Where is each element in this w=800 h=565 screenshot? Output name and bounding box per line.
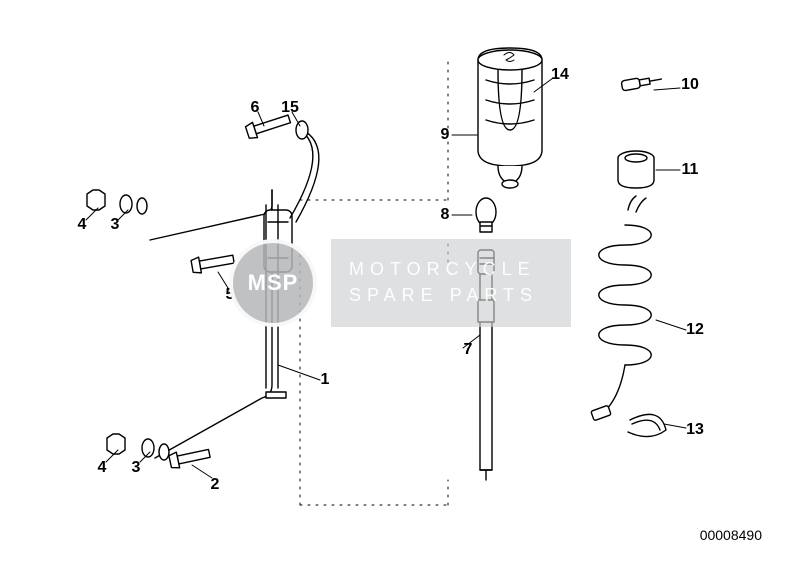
callout-2: 2 [211,476,220,494]
callout-1: 1 [321,371,330,389]
diagram-stage: 1 2 3 4 3 4 5 6 7 8 9 10 11 12 13 14 15 … [0,0,800,565]
callout-14: 14 [551,66,569,84]
diagram-svg [0,0,800,565]
callout-10: 10 [681,76,699,94]
callout-7: 7 [464,341,473,359]
callout-15: 15 [281,99,299,117]
callout-3a: 3 [132,459,141,477]
diagram-id: 00008490 [700,527,762,543]
callout-6: 6 [251,99,260,117]
callout-5: 5 [226,286,235,304]
callout-12: 12 [686,321,704,339]
callout-11: 11 [682,161,699,179]
callout-8: 8 [441,206,450,224]
callout-13: 13 [686,421,704,439]
callout-3b: 3 [111,216,120,234]
callout-4a: 4 [98,459,107,477]
callout-4b: 4 [78,216,87,234]
callout-9: 9 [441,126,450,144]
